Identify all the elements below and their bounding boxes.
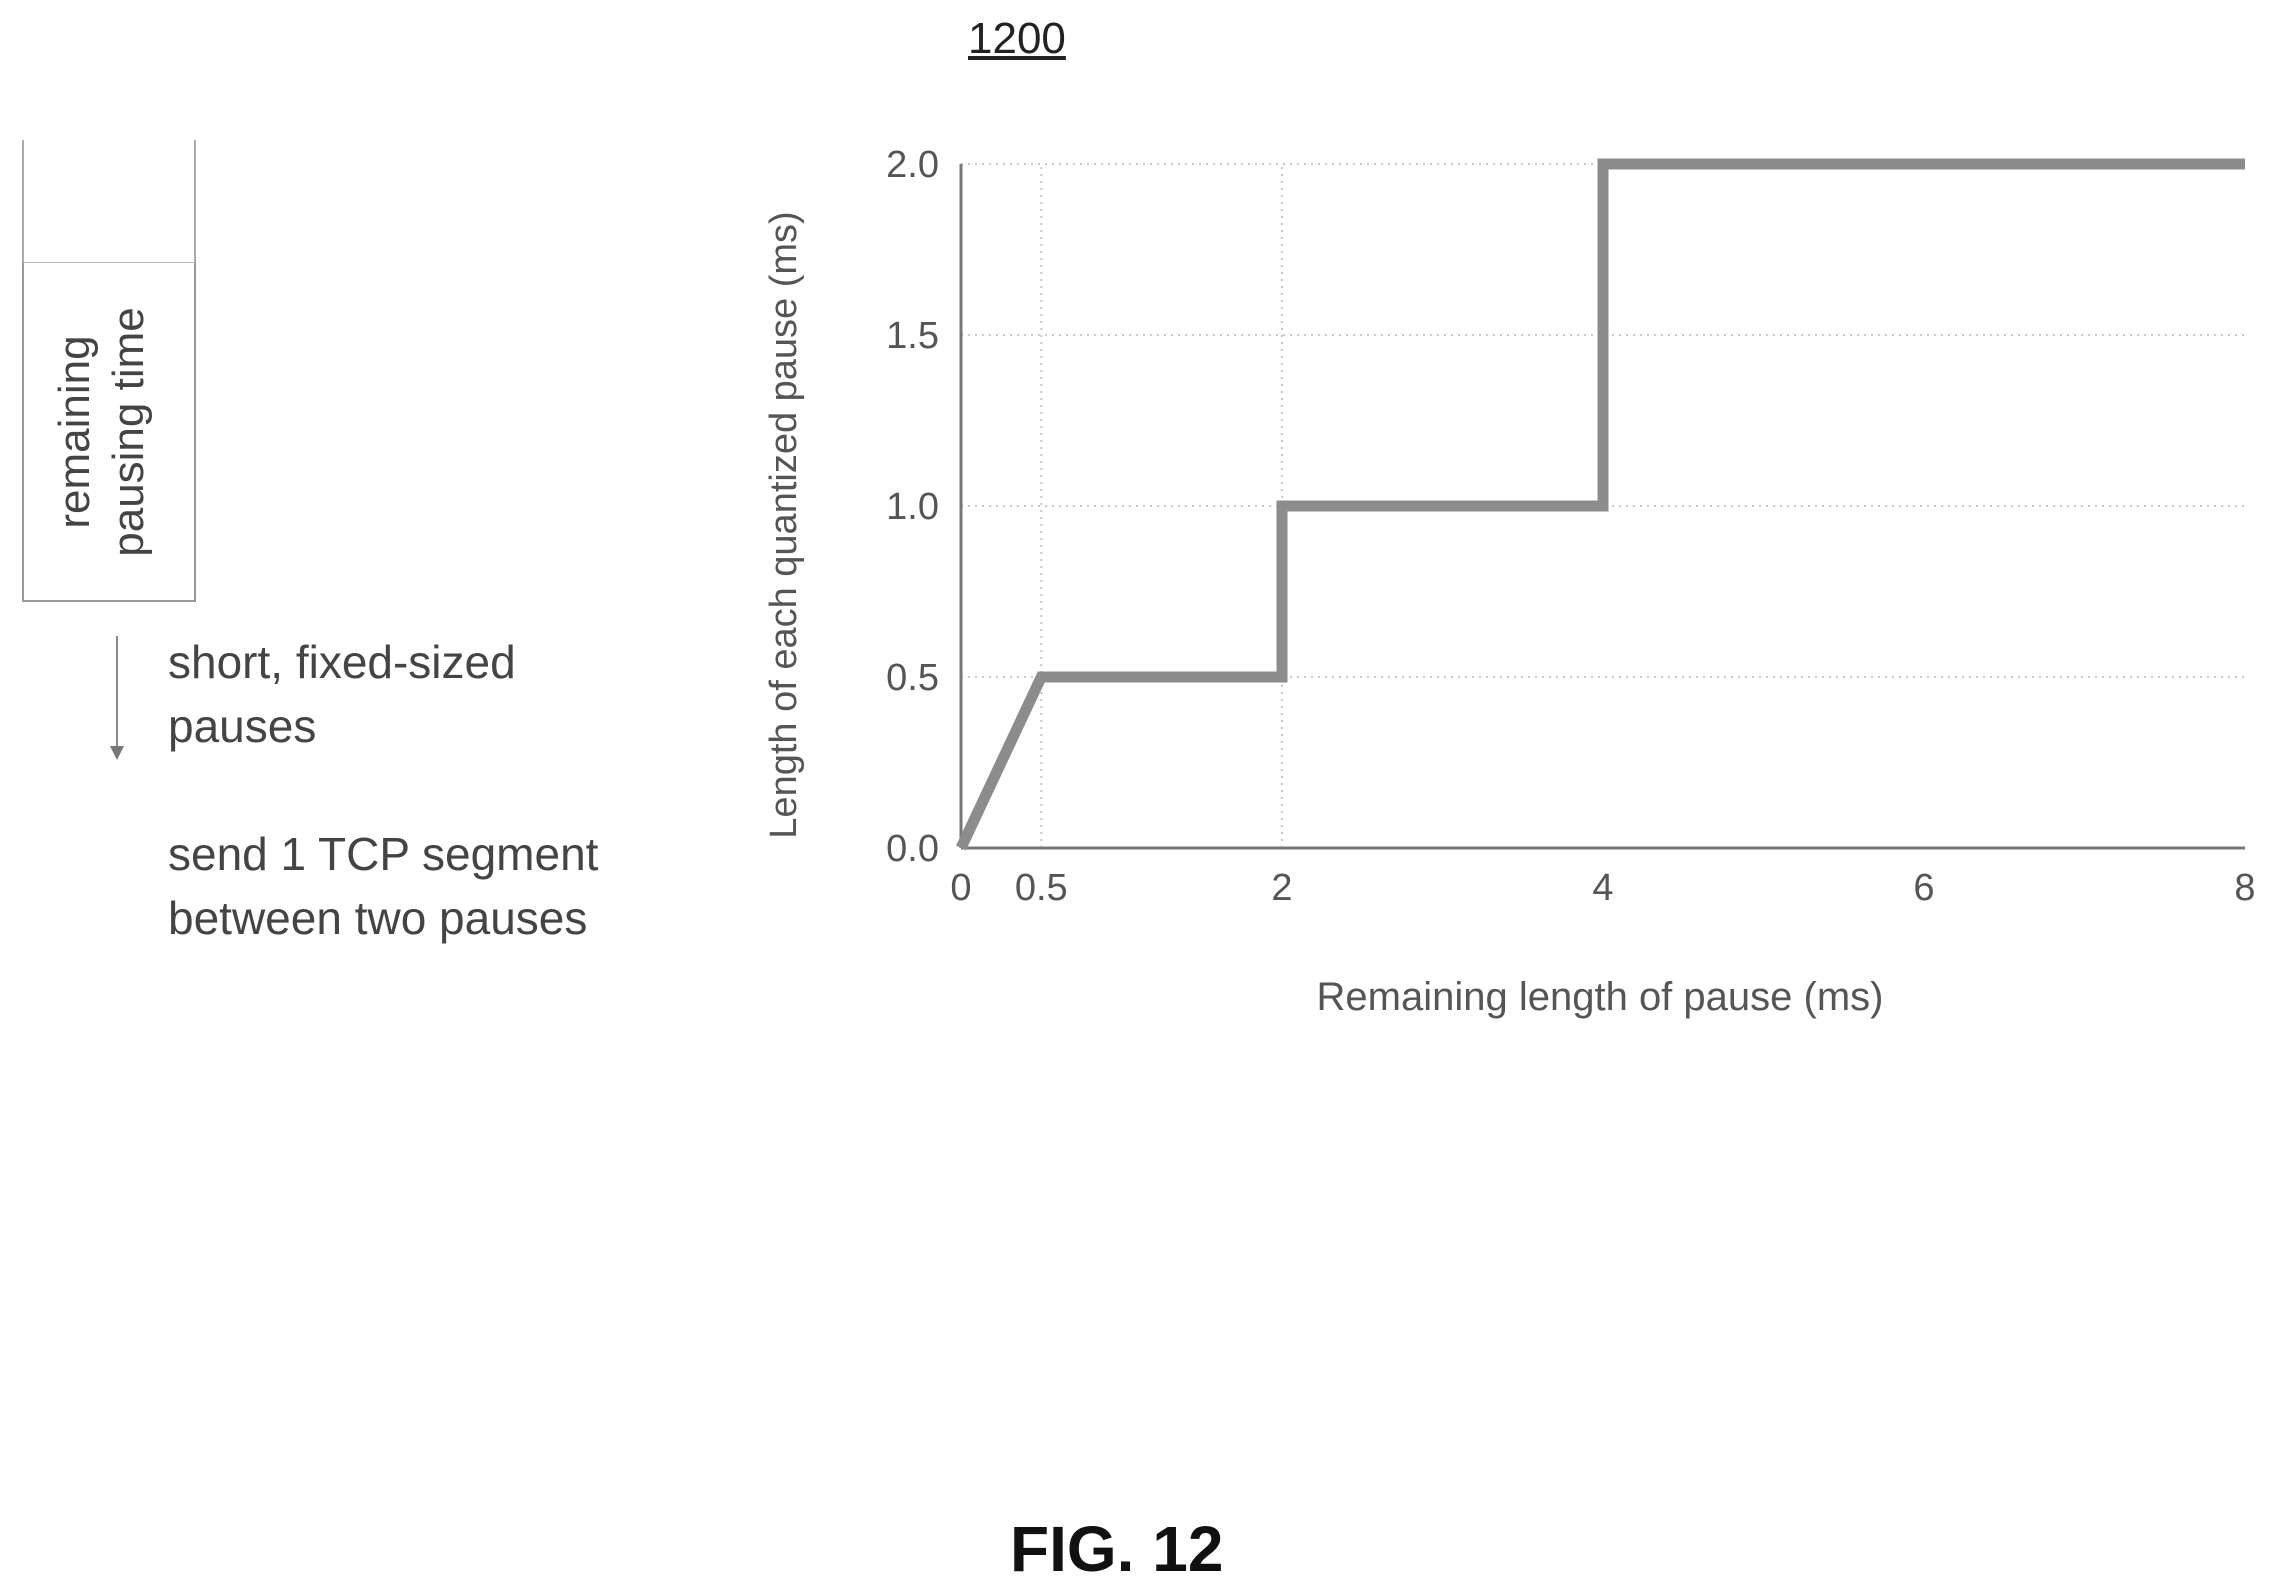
tcp-segment-note: send 1 TCP segment between two pauses xyxy=(168,822,598,950)
y-tick-label-3: 1.5 xyxy=(886,315,939,357)
series-layer xyxy=(956,158,2245,851)
tcp-segment-line-2: between two pauses xyxy=(168,892,588,944)
tick-label-layer: 0 0.5 2 4 6 8 0.0 0.5 1.0 1.5 2.0 xyxy=(886,144,2255,909)
tcp-segment-line-1: send 1 TCP segment xyxy=(168,828,599,880)
x-tick-label-0: 0 xyxy=(950,867,971,909)
y-tick-label-2: 1.0 xyxy=(886,486,939,528)
x-tick-label-3: 4 xyxy=(1592,867,1613,909)
diagram-box-side-left xyxy=(22,140,24,264)
y-tick-label-4: 2.0 xyxy=(886,144,939,186)
x-tick-label-4: 6 xyxy=(1913,867,1934,909)
axis-layer xyxy=(959,164,2245,850)
x-tick-label-2: 2 xyxy=(1271,867,1292,909)
y-tick-label-1: 0.5 xyxy=(886,657,939,699)
diagram-box-side-right xyxy=(194,140,196,264)
series-line-0 xyxy=(956,158,2245,851)
short-pauses-note: short, fixed-sized pauses xyxy=(168,630,516,758)
short-pauses-line-1: short, fixed-sized xyxy=(168,636,516,688)
x-axis-label: Remaining length of pause (ms) xyxy=(1317,975,1884,1019)
down-arrow-line xyxy=(116,636,118,756)
y-axis-label: Length of each quantized pause (ms) xyxy=(763,211,805,838)
figure-caption: FIG. 12 xyxy=(1010,1513,1224,1585)
figure-number: 1200 xyxy=(968,14,1066,63)
x-tick-label-1: 0.5 xyxy=(1015,867,1068,909)
x-tick-label-5: 8 xyxy=(2234,867,2255,909)
grid-layer xyxy=(961,163,2245,848)
remaining-pausing-time-box xyxy=(22,262,196,602)
short-pauses-line-2: pauses xyxy=(168,700,317,752)
y-tick-label-0: 0.0 xyxy=(886,828,939,870)
down-arrow-icon xyxy=(110,746,124,760)
